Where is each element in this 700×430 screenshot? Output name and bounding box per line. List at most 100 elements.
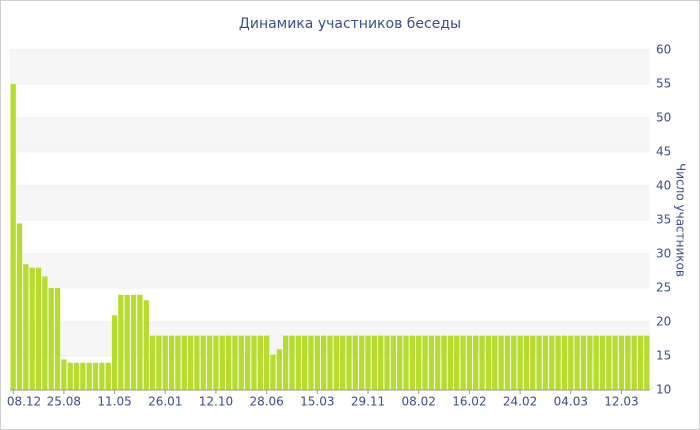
bar — [409, 335, 416, 390]
bar — [485, 335, 492, 390]
bar — [352, 335, 359, 390]
bar — [327, 335, 333, 390]
bar — [549, 335, 555, 390]
x-tick-label: 24.02 — [503, 395, 537, 409]
bar — [282, 335, 289, 390]
bar — [225, 335, 232, 390]
x-tick-label: 08.12 — [7, 395, 41, 409]
bar — [606, 335, 612, 390]
y-tick-label: 55 — [656, 77, 671, 91]
bar — [295, 335, 301, 390]
x-tick-label: 12.03 — [604, 395, 638, 409]
bar — [61, 359, 67, 390]
bar — [130, 294, 137, 390]
bar — [86, 362, 92, 390]
y-tick-label: 25 — [656, 281, 671, 295]
grid-band — [10, 50, 650, 84]
bar — [498, 335, 504, 390]
bar — [378, 335, 384, 390]
bar — [143, 300, 149, 390]
bar — [48, 288, 54, 390]
bar — [149, 335, 156, 390]
bar — [251, 335, 257, 390]
bar — [67, 362, 73, 390]
y-tick-label: 40 — [656, 179, 671, 193]
y-tick-label: 20 — [656, 315, 671, 329]
bar — [168, 335, 175, 390]
bar — [618, 335, 625, 390]
bar — [181, 335, 187, 390]
bar — [124, 294, 130, 390]
bar — [10, 84, 16, 390]
bar — [390, 335, 397, 390]
bar — [162, 335, 168, 390]
bar — [35, 267, 42, 390]
bar — [333, 335, 339, 390]
bar — [371, 335, 378, 390]
x-tick-label: 26.01 — [148, 395, 182, 409]
bar — [289, 335, 295, 390]
bar — [263, 335, 270, 390]
bar — [492, 335, 498, 390]
bar — [428, 335, 435, 390]
bar — [105, 362, 111, 390]
x-tick-label: 16.02 — [452, 395, 486, 409]
x-tick-label: 29.11 — [351, 395, 385, 409]
x-tick-label: 25.08 — [47, 395, 81, 409]
bar — [397, 335, 403, 390]
bar — [187, 335, 194, 390]
y-tick-label: 10 — [656, 383, 671, 397]
bar — [435, 335, 441, 390]
bar — [359, 335, 365, 390]
bar — [308, 335, 314, 390]
bar — [213, 335, 219, 390]
bar — [29, 267, 35, 390]
bar — [301, 335, 308, 390]
x-tick-label: 11.05 — [97, 395, 131, 409]
bar — [244, 335, 251, 390]
bar — [175, 335, 181, 390]
bar — [200, 335, 206, 390]
bar — [403, 335, 409, 390]
bar — [447, 335, 454, 390]
bar — [416, 335, 422, 390]
bar — [631, 335, 637, 390]
bar — [460, 335, 466, 390]
y-tick-label: 15 — [656, 349, 671, 363]
bar — [92, 362, 99, 390]
bar — [276, 349, 282, 390]
bar — [422, 335, 428, 390]
bar — [580, 335, 587, 390]
grid-band — [10, 186, 650, 220]
bar — [238, 335, 244, 390]
bar — [206, 335, 213, 390]
bar — [587, 335, 593, 390]
bar — [612, 335, 618, 390]
bar — [118, 294, 124, 390]
bar — [137, 294, 143, 390]
x-tick-label: 28.06 — [249, 395, 283, 409]
bar — [441, 335, 447, 390]
bar — [23, 264, 29, 390]
x-tick-label: 04.03 — [554, 395, 588, 409]
y-tick-label: 30 — [656, 247, 671, 261]
x-tick-label: 12.10 — [199, 395, 233, 409]
bar — [517, 335, 523, 390]
bar — [80, 362, 86, 390]
bar — [479, 335, 485, 390]
bar — [625, 335, 631, 390]
grid-band — [10, 118, 650, 152]
bar — [346, 335, 352, 390]
bar — [473, 335, 479, 390]
bar — [232, 335, 238, 390]
bar — [340, 335, 346, 390]
bar — [270, 354, 276, 390]
bar — [530, 335, 536, 390]
bar — [536, 335, 542, 390]
bar — [644, 335, 650, 390]
bar — [219, 335, 225, 390]
bar — [542, 335, 549, 390]
bar — [454, 335, 460, 390]
chart-title: Динамика участников беседы — [239, 16, 461, 32]
